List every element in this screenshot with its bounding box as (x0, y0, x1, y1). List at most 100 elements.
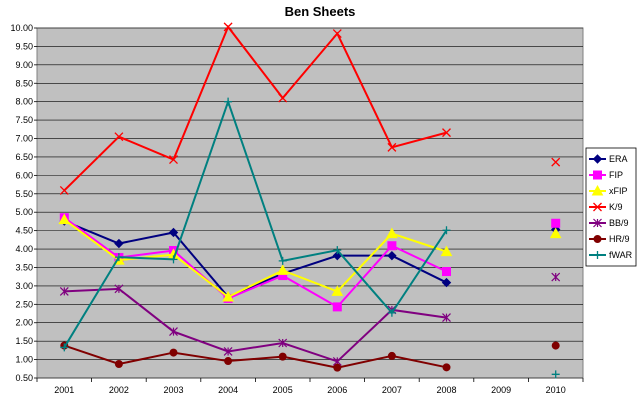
y-tick-label: 7.00 (15, 134, 33, 144)
y-tick-label: 6.50 (15, 152, 33, 162)
y-tick-label: 5.00 (15, 207, 33, 217)
data-point-hr9 (114, 360, 123, 368)
legend-marker (592, 154, 603, 164)
legend-item-k9: K/9 (589, 202, 623, 212)
data-point-fwar (224, 97, 233, 106)
data-point-k9 (551, 157, 561, 167)
legend-marker (591, 184, 604, 196)
legend-marker (593, 202, 602, 212)
data-point-fip (551, 218, 561, 228)
x-tick-label: 2007 (382, 385, 402, 395)
y-tick-label: 6.00 (15, 170, 33, 180)
data-point-k9 (278, 93, 288, 103)
data-point-bb9 (59, 286, 69, 296)
legend-item-hr9: HR/9 (589, 234, 630, 244)
data-point-fwar (333, 246, 342, 255)
data-point-xfip (276, 264, 289, 275)
legend-item-fwar: fWAR (589, 250, 633, 260)
x-tick-label: 2002 (109, 385, 129, 395)
legend-label: fWAR (609, 250, 633, 260)
data-point-era (441, 277, 452, 288)
legend-marker (593, 251, 602, 259)
series-line-hr9 (63, 344, 447, 369)
data-point-hr9 (333, 363, 342, 372)
data-point-hr9 (442, 363, 451, 372)
data-point-hr9 (224, 357, 233, 366)
x-tick-label: 2006 (327, 385, 347, 395)
data-point-xfip (331, 285, 344, 296)
legend: ERA FIP xFIP K/9 BB/9 HR/9 fWAR (585, 147, 637, 267)
data-point-era (168, 227, 179, 238)
y-tick-label: 0.50 (15, 373, 33, 383)
y-tick-label: 3.00 (15, 281, 33, 291)
y-tick-label: 3.50 (15, 262, 33, 272)
x-tick-label: 2008 (436, 385, 456, 395)
legend-label: FIP (609, 170, 623, 180)
y-tick-label: 8.00 (15, 97, 33, 107)
legend-item-fip: FIP (589, 170, 623, 180)
data-point-xfip (549, 227, 562, 239)
chart-title: Ben Sheets (285, 4, 356, 19)
data-point-fwar (387, 308, 396, 317)
data-point-k9 (223, 22, 233, 32)
data-point-k9 (59, 186, 69, 195)
data-point-hr9 (169, 348, 178, 357)
y-axis: 0.50 1.00 1.50 2.00 2.50 3.00 3.50 4.00 4.50 5.00… (10, 23, 37, 383)
y-tick-label: 2.00 (15, 318, 33, 328)
data-point-fip (442, 267, 451, 277)
legend-item-xfip: xFIP (589, 184, 628, 196)
x-tick-label: 2005 (273, 385, 293, 395)
y-tick-label: 5.50 (15, 189, 33, 199)
legend-label: HR/9 (609, 234, 630, 244)
data-point-bb9 (551, 272, 561, 282)
series-line-xfip (63, 218, 447, 299)
data-point-hr9 (387, 351, 396, 360)
x-axis: 2001 2002 2003 2004 2005 2006 2007 2008 2009 2010 (36, 378, 584, 395)
series-fwar (60, 97, 560, 379)
data-point-xfip (386, 227, 398, 239)
data-point-k9 (387, 142, 397, 152)
series-bb9 (59, 272, 561, 366)
series-hr9 (60, 341, 560, 372)
x-tick-label: 2001 (54, 385, 74, 395)
x-tick-label: 2009 (491, 385, 511, 395)
data-point-bb9 (223, 347, 233, 356)
legend-label: K/9 (609, 202, 623, 212)
data-point-bb9 (278, 338, 288, 348)
data-point-xfip (222, 290, 234, 302)
data-point-xfip (440, 245, 453, 257)
legend-label: xFIP (609, 186, 628, 196)
data-point-xfip (58, 213, 71, 225)
legend-marker (593, 235, 602, 243)
data-point-bb9 (169, 327, 178, 337)
data-point-era (114, 238, 124, 249)
data-point-bb9 (114, 284, 124, 294)
y-tick-label: 9.50 (15, 41, 33, 51)
y-tick-label: 10.00 (10, 23, 33, 33)
legend-item-era: ERA (589, 154, 628, 164)
data-point-fwar (169, 255, 178, 264)
y-tick-label: 7.50 (15, 115, 33, 125)
legend-item-bb9: BB/9 (589, 218, 629, 228)
data-point-k9 (169, 155, 178, 164)
data-point-fwar (278, 256, 287, 265)
data-point-fwar (442, 226, 451, 235)
data-point-fip (332, 302, 342, 312)
data-point-fwar (551, 370, 560, 379)
data-point-bb9 (442, 313, 451, 323)
y-tick-label: 4.00 (15, 244, 33, 254)
data-point-era (387, 250, 397, 261)
data-point-k9 (332, 29, 342, 38)
series-line-fip (63, 216, 447, 309)
data-point-hr9 (278, 352, 287, 361)
data-point-k9 (114, 132, 124, 142)
y-tick-label: 8.50 (15, 78, 33, 88)
y-tick-label: 2.50 (15, 299, 33, 309)
legend-marker (593, 218, 602, 228)
legend-label: BB/9 (609, 218, 629, 228)
series-line-fwar (63, 98, 448, 348)
data-point-hr9 (551, 341, 560, 350)
series-line-k9 (63, 24, 447, 192)
plot-area (36, 27, 584, 379)
